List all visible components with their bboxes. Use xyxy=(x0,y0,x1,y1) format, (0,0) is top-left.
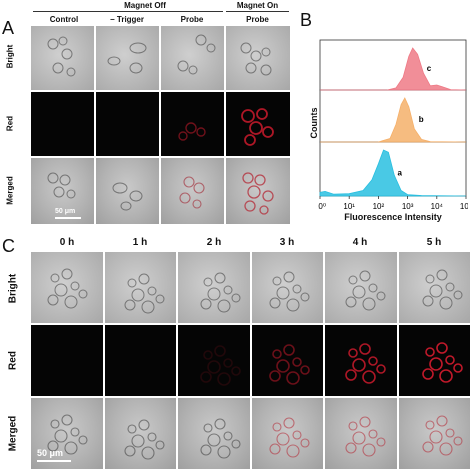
image-a-merged-control: 50 μm xyxy=(31,158,94,224)
image-c-bright-3h xyxy=(251,252,323,323)
panel-a-letter: A xyxy=(2,18,15,38)
image-c-bright-0h xyxy=(31,252,103,323)
image-c-merged-4h xyxy=(325,398,397,469)
row-c-label-bright: Bright xyxy=(7,273,19,304)
image-c-red-3h xyxy=(251,325,323,396)
image-c-merged-5h xyxy=(398,398,470,469)
frame-c xyxy=(319,39,467,91)
image-c-red-4h xyxy=(325,325,397,396)
row-label-bright: Bright xyxy=(5,44,15,69)
image-a-bright-minus-trigger xyxy=(96,26,159,90)
x-tick-label: 10¹ xyxy=(343,202,355,211)
histogram-series-b xyxy=(320,97,467,143)
magnet-on-line xyxy=(226,11,289,12)
col-header-probe-off: Probe xyxy=(180,15,204,24)
col-header-3h: 3 h xyxy=(279,237,295,248)
x-tick-label: 10⁰ xyxy=(318,202,326,211)
image-a-red-probe-on xyxy=(226,92,290,156)
col-header-5h: 5 h xyxy=(426,237,442,248)
series-label-a: a xyxy=(398,168,403,177)
series-label-c: c xyxy=(427,64,432,73)
image-c-red-1h xyxy=(104,325,176,396)
image-c-merged-0h: 50 μm xyxy=(31,398,103,469)
image-c-bright-2h xyxy=(178,252,250,323)
col-header-minus-trigger: − Trigger xyxy=(109,15,144,24)
col-header-probe-on: Probe xyxy=(246,15,269,24)
image-c-bright-1h xyxy=(104,252,176,323)
image-a-red-probe-off xyxy=(161,92,224,156)
image-c-red-5h xyxy=(398,325,470,396)
row-label-merged: Merged xyxy=(5,176,15,205)
image-a-bright-probe-on xyxy=(226,26,290,90)
image-c-merged-3h xyxy=(251,398,323,469)
scale-bar-c-label: 50 μm xyxy=(37,448,64,458)
col-header-0h: 0 h xyxy=(59,237,75,248)
image-c-merged-2h xyxy=(178,398,250,469)
image-c-red-0h xyxy=(31,325,103,396)
x-tick-label: 10² xyxy=(373,202,385,211)
histogram-series-c xyxy=(320,47,467,91)
col-header-4h: 4 h xyxy=(352,237,368,248)
x-tick-label: 10³ xyxy=(402,202,414,211)
row-c-label-red: Red xyxy=(7,351,19,370)
col-header-1h: 1 h xyxy=(132,237,148,248)
panel-b-letter: B xyxy=(300,10,313,30)
col-header-control: Control xyxy=(49,15,79,24)
row-c-label-merged: Merged xyxy=(7,415,19,452)
image-c-red-2h xyxy=(178,325,250,396)
panel-c-letter: C xyxy=(2,236,15,256)
histogram-series-a xyxy=(319,149,467,197)
image-a-merged-minus-trigger xyxy=(96,158,159,224)
image-a-red-minus-trigger xyxy=(96,92,159,156)
x-tick-label: 10⁵ xyxy=(460,202,468,211)
series-label-b: b xyxy=(419,115,424,124)
image-a-red-control xyxy=(31,92,94,156)
panel-c-grid: 50 μm xyxy=(31,252,472,472)
magnet-off-line xyxy=(33,11,223,12)
panel-a-grid: 50 μm xyxy=(31,26,290,224)
magnet-off-label: Magnet Off xyxy=(124,1,166,10)
scale-bar-c xyxy=(37,460,71,462)
image-c-merged-1h xyxy=(104,398,176,469)
row-label-red: Red xyxy=(5,115,15,132)
image-a-bright-control xyxy=(31,26,94,90)
fluorescence-axis-label: Fluorescence Intensity xyxy=(344,212,442,222)
image-c-bright-5h xyxy=(398,252,470,323)
col-header-2h: 2 h xyxy=(206,237,222,248)
image-a-merged-probe-on xyxy=(226,158,290,224)
x-tick-label: 10⁴ xyxy=(431,202,444,211)
flow-cytometry-histogram: a b c 10⁰ 10¹ 10² 10³ 10⁴ 10⁵ xyxy=(318,39,468,211)
magnet-on-label: Magnet On xyxy=(236,1,279,10)
image-a-bright-probe-off xyxy=(161,26,224,90)
image-c-bright-4h xyxy=(325,252,397,323)
scale-bar-a xyxy=(55,217,81,219)
image-a-merged-probe-off xyxy=(161,158,224,224)
scale-bar-a-label: 50 μm xyxy=(55,208,76,215)
